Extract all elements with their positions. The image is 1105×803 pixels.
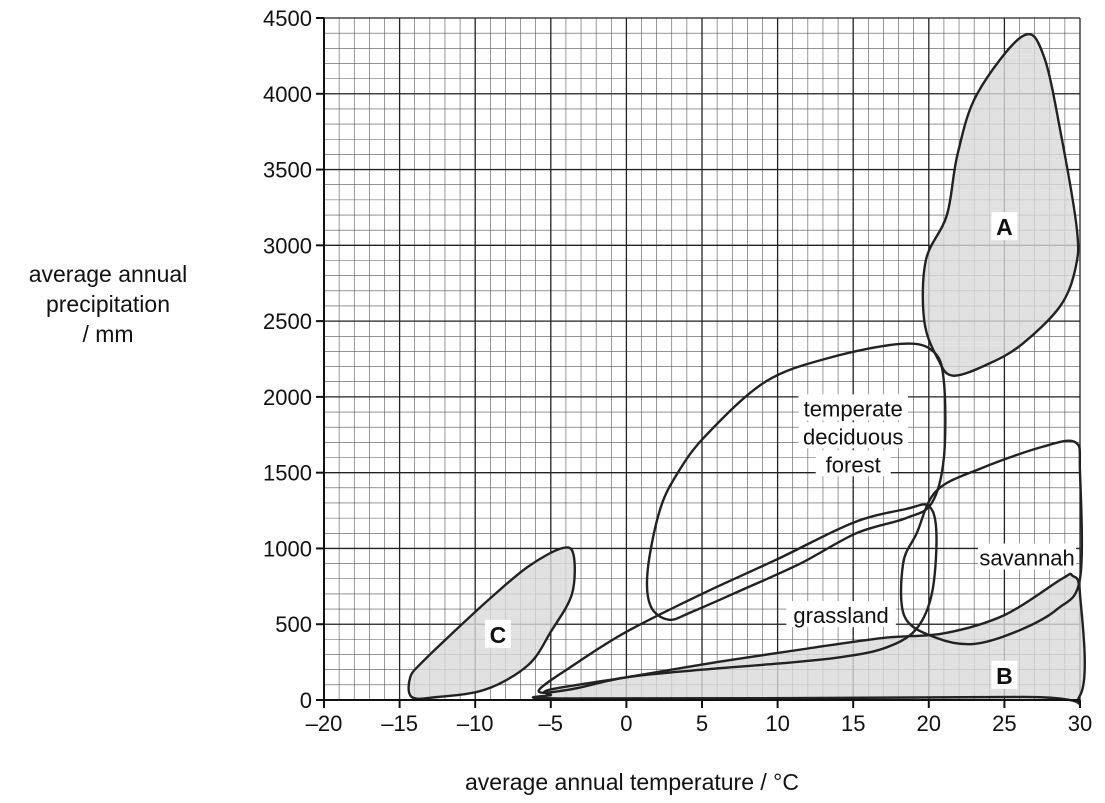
y-tick-label: 500 [275,612,312,637]
region-label-bg [484,619,511,648]
region-label-text: C [490,622,507,648]
region-outline-a [921,33,1080,377]
x-tick-label: 30 [1068,711,1092,736]
x-tick-label: 5 [696,711,708,736]
region-outline-grassland [537,503,938,694]
region-label-bg [991,212,1018,241]
region-label-text: savannah [979,546,1074,571]
region-label-bg [991,660,1018,689]
region-outline-c [407,546,576,700]
region-label-grassland: grassland [786,601,896,628]
region-label-bg [815,450,891,477]
region-outline-b [531,572,1086,705]
region-outline-temperate-deciduous-forest [645,342,947,622]
y-tick-label: 3000 [263,233,312,258]
y-tick-labels: 0 500 1000 1500 2000 2500 3000 3500 4000 4500 [263,6,312,713]
x-tick-label: 20 [917,711,941,736]
y-tick-label: 4000 [263,82,312,107]
y-tick-label: 2000 [263,385,312,410]
region-label-bg [798,394,908,421]
y-axis-title-line: precipitation [46,291,170,317]
x-tick-labels: –20 –15 –10 –5 0 5 10 15 20 25 30 [306,711,1093,736]
axes [316,17,1081,708]
x-tick-label: 10 [765,711,789,736]
region-label-bg [786,601,896,628]
region-fill-a [922,34,1079,376]
y-axis-title-line: average annual [29,261,188,287]
region-label-savannah: savannah [978,543,1077,571]
region-outline-savannah [899,439,1084,646]
region-label-text: deciduous [803,424,903,449]
region-label-bg [798,422,908,449]
region-label-text: A [996,214,1013,240]
x-tick-label: –20 [306,711,343,736]
x-tick-label: 25 [992,711,1016,736]
region-label-text: B [996,663,1013,689]
region-label-text: grassland [793,603,888,628]
y-tick-label: 4500 [263,6,312,31]
x-tick-label: –5 [539,711,563,736]
y-tick-label: 1000 [263,536,312,561]
x-tick-label: 15 [841,711,865,736]
region-label-a: A [991,212,1018,241]
region-label-c: C [484,619,511,648]
y-axis-title: average annual precipitation / mm [29,261,188,347]
x-axis-title: average annual temperature / °C [465,769,799,795]
biome-regions [407,33,1086,705]
region-label-temperate-deciduous-forest: temperate deciduous forest [798,394,908,477]
x-tick-label: –10 [457,711,494,736]
region-label-bg [978,543,1077,570]
region-label-text: forest [826,452,881,477]
region-label-b: B [991,660,1018,689]
y-axis-title-line: / mm [82,321,133,347]
y-tick-label: 1500 [263,461,312,486]
region-fill-b [532,573,1085,704]
x-tick-label: –15 [381,711,418,736]
x-tick-label: 0 [620,711,632,736]
y-tick-label: 0 [300,688,312,713]
region-label-text: temperate [804,396,903,421]
y-tick-label: 3500 [263,158,312,183]
y-tick-label: 2500 [263,309,312,334]
